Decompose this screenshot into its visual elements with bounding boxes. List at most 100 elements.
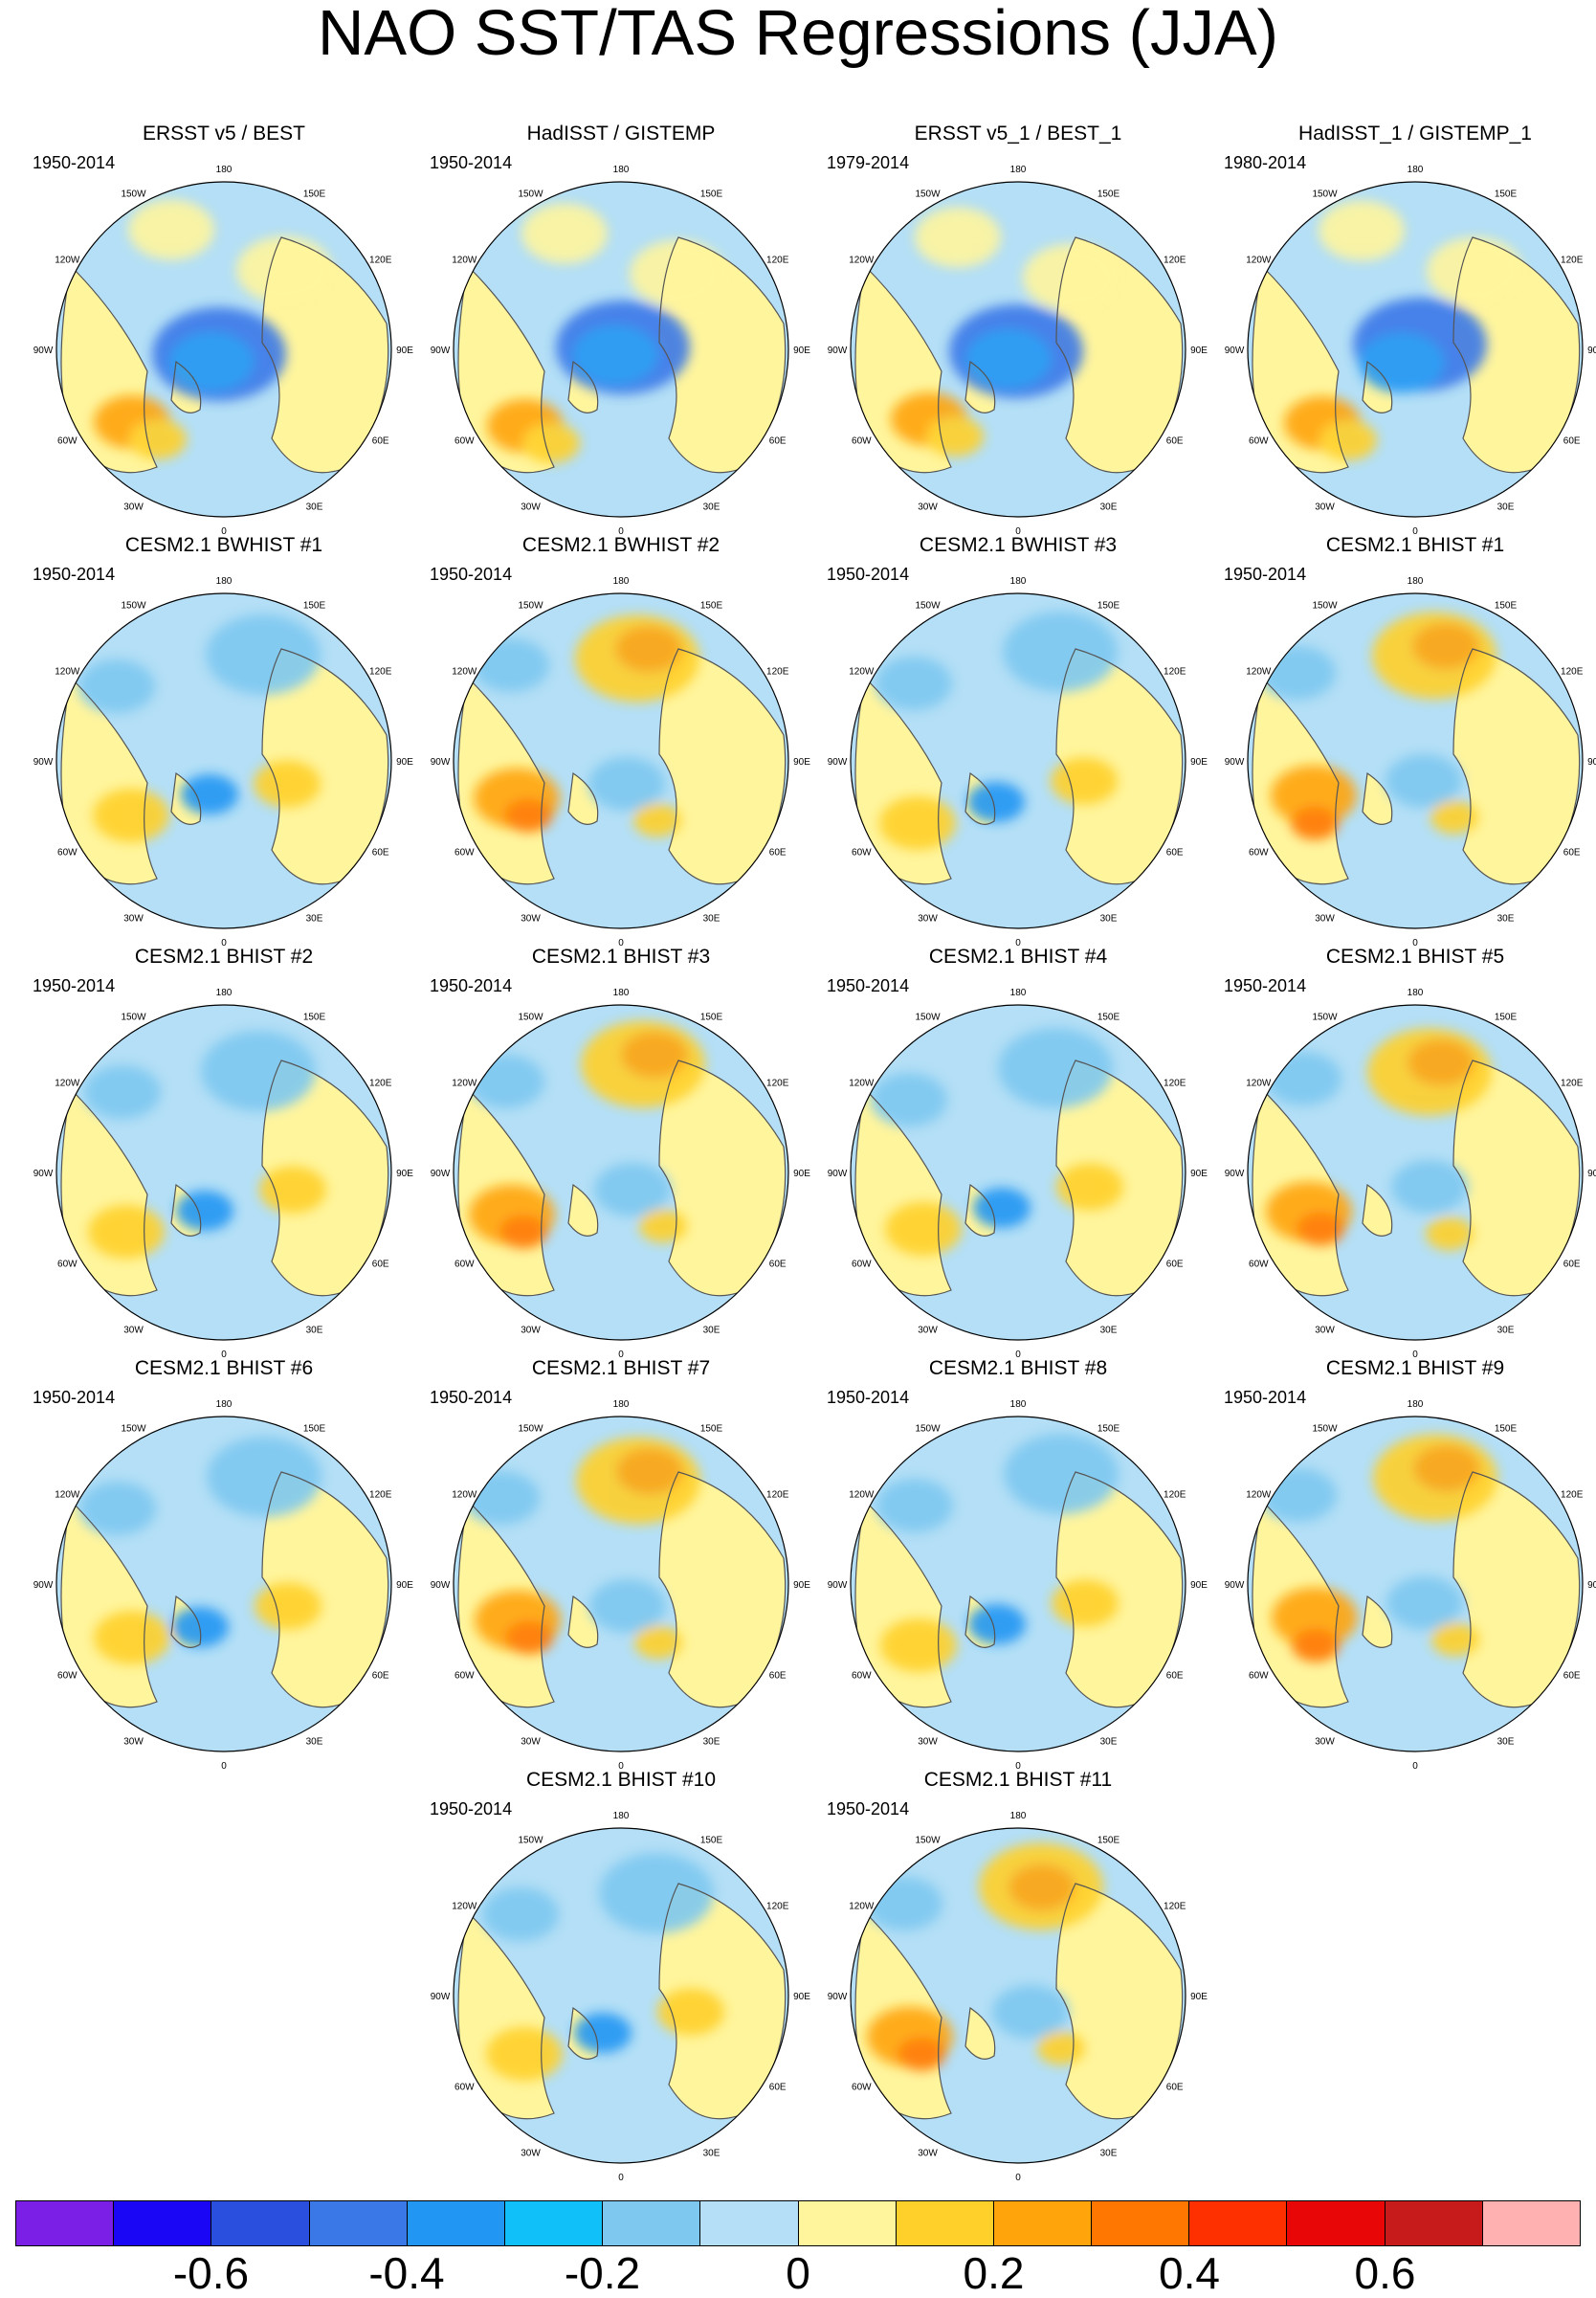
panel-title: CESM2.1 BHIST #1 bbox=[1325, 534, 1505, 556]
coastline bbox=[1055, 1883, 1184, 2120]
anomaly-contour bbox=[588, 757, 665, 811]
colorbar-label: -0.2 bbox=[564, 2248, 641, 2298]
coastline bbox=[170, 771, 202, 825]
longitude-label: 90E bbox=[793, 1169, 810, 1179]
longitude-label: 180 bbox=[613, 988, 630, 998]
longitude-label: 150W bbox=[915, 1835, 941, 1845]
coastline bbox=[1452, 648, 1581, 885]
longitude-label: 150W bbox=[915, 1012, 941, 1022]
anomaly-contour bbox=[1426, 1216, 1474, 1251]
longitude-label: 180 bbox=[1408, 576, 1424, 587]
longitude-label: 150W bbox=[121, 189, 146, 199]
anomaly-contour bbox=[871, 1073, 947, 1127]
coastline bbox=[964, 771, 996, 825]
anomaly-contour bbox=[88, 1205, 165, 1259]
longitude-label: 0 bbox=[618, 1350, 624, 1357]
coastline bbox=[261, 1060, 389, 1297]
longitude-label: 180 bbox=[1010, 576, 1027, 587]
globe-border bbox=[850, 1004, 1186, 1341]
coastline bbox=[658, 648, 787, 885]
polar-map: 180 150E 120E 90E 60E 30E 0 30W 60W 90W 120W 150W bbox=[1225, 576, 1596, 946]
longitude-label: 60E bbox=[769, 1671, 787, 1682]
panel-period: 1950-2014 bbox=[33, 565, 116, 584]
coastline bbox=[457, 1087, 555, 1297]
anomaly-contour bbox=[482, 1887, 559, 1941]
coastline bbox=[1055, 648, 1184, 885]
anomaly-contour bbox=[965, 328, 1052, 390]
longitude-label: 90E bbox=[1190, 1992, 1208, 2002]
longitude-label: 180 bbox=[613, 576, 630, 587]
anomaly-contour bbox=[128, 199, 214, 260]
panel-title: CESM2.1 BWHIST #3 bbox=[919, 534, 1118, 556]
panel-period: 1979-2014 bbox=[827, 153, 910, 172]
longitude-label: 30W bbox=[521, 1737, 541, 1748]
panel-title: CESM2.1 BHIST #11 bbox=[923, 1769, 1113, 1791]
coastline bbox=[854, 1087, 952, 1297]
longitude-label: 90E bbox=[1190, 1580, 1208, 1591]
coastline bbox=[854, 1499, 952, 1708]
anomaly-contour bbox=[522, 423, 580, 463]
globe-border bbox=[55, 1004, 392, 1341]
longitude-label: 120W bbox=[55, 1490, 80, 1501]
longitude-label: 90W bbox=[828, 1992, 848, 2002]
globe-border bbox=[453, 1416, 789, 1752]
longitude-label: 180 bbox=[613, 1399, 630, 1410]
longitude-label: 150E bbox=[700, 1835, 723, 1845]
panel-title: CESM2.1 BHIST #2 bbox=[134, 946, 314, 968]
anomaly-contour bbox=[973, 1188, 1031, 1228]
longitude-label: 180 bbox=[1010, 1811, 1027, 1821]
longitude-label: 150W bbox=[518, 1423, 543, 1434]
anomaly-contour bbox=[259, 1166, 326, 1214]
longitude-label: 0 bbox=[1412, 1350, 1418, 1357]
anomaly-contour bbox=[254, 760, 321, 808]
longitude-label: 30W bbox=[521, 1326, 541, 1336]
longitude-label: 120W bbox=[1246, 667, 1272, 678]
coastline bbox=[457, 1910, 555, 2120]
coastline bbox=[170, 1595, 202, 1648]
colorbar-labels: -0.6 -0.4 -0.2 0 0.2 0.4 0.6 bbox=[15, 2251, 1581, 2295]
globe-border bbox=[850, 1827, 1186, 2164]
land-field bbox=[1453, 1472, 1580, 1707]
longitude-label: 60E bbox=[372, 1671, 389, 1682]
coastline bbox=[964, 1183, 996, 1237]
longitude-label: 180 bbox=[216, 165, 233, 175]
longitude-label: 0 bbox=[1015, 526, 1021, 534]
map-panel: CESM2.1 BHIST #5 1950-2014 180 150E 120E 90E 6… bbox=[1224, 946, 1596, 1357]
panel-title: CESM2.1 BHIST #7 bbox=[531, 1357, 711, 1379]
longitude-label: 150W bbox=[518, 600, 543, 611]
longitude-label: 150E bbox=[1495, 189, 1518, 199]
longitude-label: 30W bbox=[123, 1737, 144, 1748]
longitude-label: 60W bbox=[852, 848, 872, 859]
anomaly-contour bbox=[898, 2037, 945, 2071]
longitude-label: 30W bbox=[918, 502, 938, 513]
anomaly-contour bbox=[93, 789, 169, 842]
longitude-label: 120W bbox=[452, 256, 477, 266]
colorbar-label: -0.4 bbox=[368, 2248, 445, 2298]
longitude-label: 90E bbox=[1587, 1580, 1596, 1591]
panel-period: 1950-2014 bbox=[1224, 1388, 1307, 1407]
longitude-label: 30W bbox=[918, 914, 938, 925]
longitude-label: 60E bbox=[1166, 1260, 1184, 1270]
colorbar-label: 0 bbox=[786, 2248, 810, 2298]
anomaly-contour bbox=[499, 1215, 547, 1249]
longitude-label: 120E bbox=[1561, 667, 1584, 678]
longitude-label: 90W bbox=[828, 1580, 848, 1591]
anomaly-contour bbox=[1292, 1628, 1340, 1662]
colorbar-cell bbox=[114, 2201, 212, 2245]
coastline bbox=[1055, 1471, 1184, 1708]
land-field bbox=[659, 1884, 786, 2119]
longitude-label: 0 bbox=[618, 938, 624, 946]
map-panel: CESM2.1 BHIST #6 1950-2014 180 150E 120E 90E 6… bbox=[33, 1357, 415, 1769]
panel-title: ERSST v5 / BEST bbox=[143, 123, 305, 145]
globe-border bbox=[850, 181, 1186, 518]
anomaly-contour bbox=[84, 1065, 161, 1119]
longitude-label: 150W bbox=[121, 1423, 146, 1434]
colorbar-cell bbox=[798, 2201, 897, 2245]
longitude-label: 150E bbox=[303, 1012, 326, 1022]
anomaly-contour bbox=[1297, 1212, 1344, 1246]
anomaly-contour bbox=[880, 1618, 957, 1672]
longitude-label: 120E bbox=[766, 667, 789, 678]
coastline bbox=[854, 264, 952, 474]
panel-title: CESM2.1 BHIST #5 bbox=[1325, 946, 1505, 968]
longitude-label: 150E bbox=[1097, 1835, 1120, 1845]
